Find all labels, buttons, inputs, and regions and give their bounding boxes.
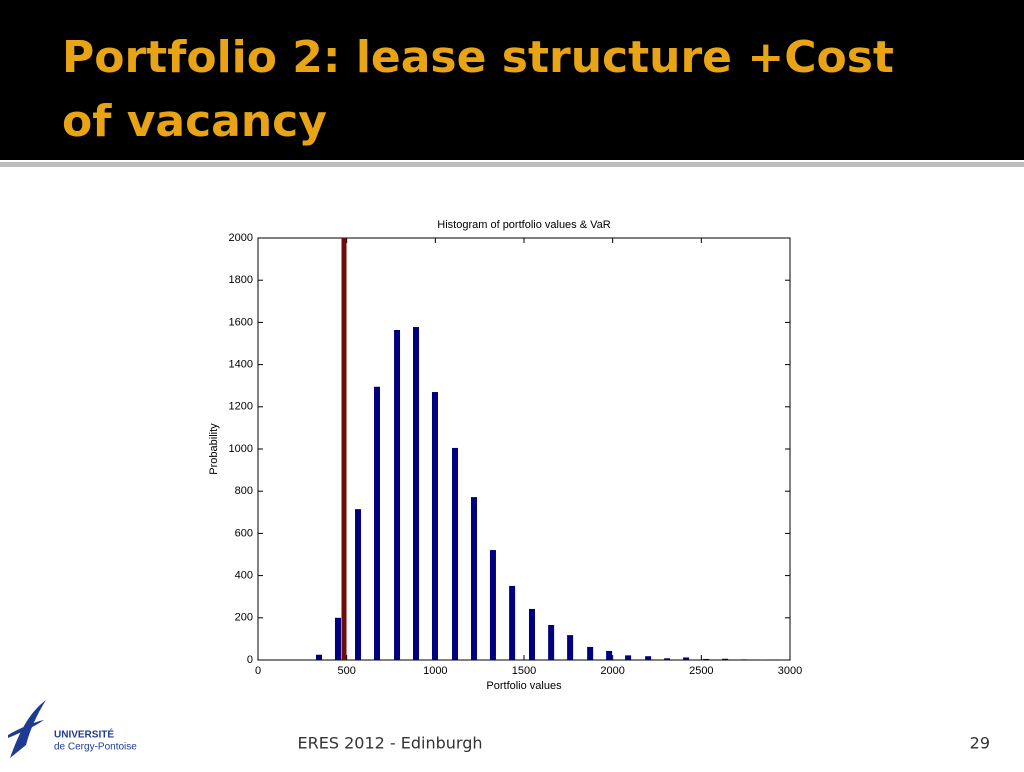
page-number: 29 — [970, 734, 990, 753]
y-tick-label: 1800 — [229, 274, 253, 286]
y-tick-label: 2000 — [229, 232, 253, 244]
plot-frame — [258, 238, 790, 660]
x-tick-label: 2500 — [689, 665, 713, 677]
bar — [335, 618, 341, 660]
bar — [394, 330, 400, 660]
bar — [606, 651, 612, 660]
bar — [645, 656, 651, 660]
x-tick-label: 1500 — [512, 665, 536, 677]
bar — [452, 448, 458, 660]
bar — [374, 387, 380, 660]
y-tick-label: 400 — [235, 570, 253, 582]
bar — [509, 586, 515, 660]
bar — [722, 659, 728, 660]
bar — [703, 659, 709, 660]
bar — [664, 658, 670, 660]
logo-text: UNIVERSITÉ — [54, 728, 114, 741]
y-tick-label: 0 — [247, 654, 253, 666]
y-tick-label: 200 — [235, 612, 253, 624]
bar — [548, 625, 554, 660]
bar — [625, 655, 631, 660]
slide-title: Portfolio 2: lease structure +Cost — [62, 32, 894, 83]
y-tick-label: 600 — [235, 527, 253, 539]
y-tick-label: 800 — [235, 485, 253, 497]
bar — [316, 655, 322, 660]
y-tick-label: 1000 — [229, 443, 253, 455]
title-rule — [0, 162, 1024, 167]
bar — [529, 609, 535, 660]
bar — [432, 392, 438, 660]
x-tick-label: 2000 — [600, 665, 624, 677]
bar — [471, 497, 477, 660]
bar — [587, 647, 593, 660]
logo-text: de Cergy-Pontoise — [54, 742, 137, 753]
x-axis-label: Portfolio values — [486, 680, 562, 692]
y-tick-label: 1200 — [229, 401, 253, 413]
bar — [567, 635, 573, 660]
y-tick-label: 1600 — [229, 316, 253, 328]
var-line — [342, 238, 347, 660]
chart-title: Histogram of portfolio values & VaR — [437, 219, 610, 231]
y-tick-label: 1400 — [229, 359, 253, 371]
bar — [355, 509, 361, 660]
bar — [741, 659, 747, 660]
footer: ERES 2012 - Edinburgh — [298, 734, 483, 753]
x-tick-label: 3000 — [778, 665, 802, 677]
bar — [490, 550, 496, 660]
y-axis-label: Probability — [208, 423, 220, 475]
bar — [683, 657, 689, 660]
x-tick-label: 1000 — [423, 665, 447, 677]
slide-title: of vacancy — [62, 96, 327, 147]
x-tick-label: 0 — [255, 665, 261, 677]
bar — [413, 327, 419, 660]
x-tick-label: 500 — [337, 665, 355, 677]
